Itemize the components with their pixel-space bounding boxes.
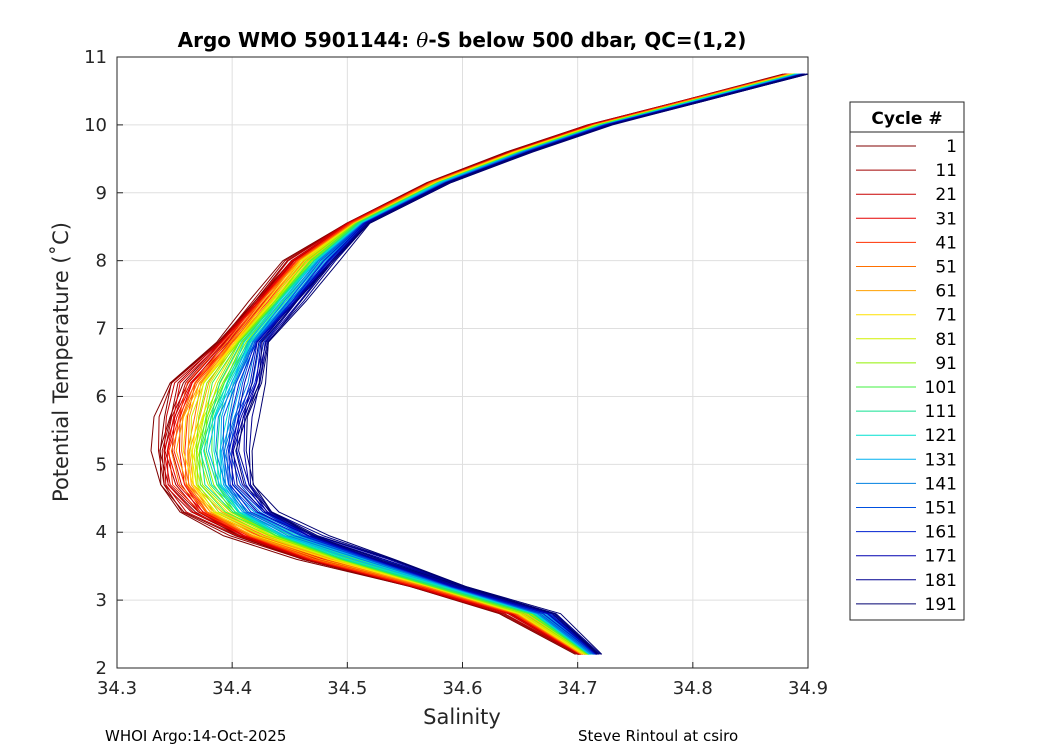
y-tick-labels: 2 3 4 5 6 7 8 9 10 11 (84, 47, 107, 679)
legend-entry-label: 121 (925, 426, 957, 446)
y-tick-label: 4 (96, 522, 107, 543)
series-line-cycle-1 (150, 73, 784, 655)
legend-entry-label: 31 (935, 209, 957, 229)
legend-entry-label: 11 (935, 161, 957, 181)
title-theta: θ (416, 28, 428, 52)
y-tick-label: 3 (96, 590, 107, 611)
series-lines (150, 73, 809, 655)
y-axis-label: Potential Temperature (˚C) (49, 222, 73, 502)
x-tick-label: 34.3 (97, 678, 137, 699)
x-tick-label: 34.6 (442, 678, 482, 699)
x-tick-label: 34.8 (673, 678, 713, 699)
legend-entry-label: 61 (935, 282, 957, 302)
legend-entry-label: 191 (925, 595, 957, 615)
x-tick-label: 34.4 (212, 678, 252, 699)
legend-entry-label: 141 (925, 474, 957, 494)
chart-title: Argo WMO 5901144: θ-S below 500 dbar, QC… (178, 28, 747, 52)
y-tick-label: 10 (84, 115, 107, 136)
legend-entry-label: 101 (925, 378, 957, 398)
x-tick-label: 34.9 (788, 678, 828, 699)
footer-left: WHOI Argo:14-Oct-2025 (105, 727, 286, 745)
legend-entry-label: 91 (935, 354, 957, 374)
legend-entry-label: 41 (935, 233, 957, 253)
series-line-cycle-191 (245, 73, 808, 655)
legend-items: 1112131415161718191101111121131141151161… (856, 137, 957, 615)
legend-entry-label: 81 (935, 330, 957, 350)
legend-entry-label: 71 (935, 306, 957, 326)
y-tick-label: 9 (96, 183, 107, 204)
title-suffix: -S below 500 dbar, QC=(1,2) (428, 28, 746, 52)
x-tick-label: 34.5 (327, 678, 367, 699)
y-tick-label: 8 (96, 251, 107, 272)
x-axis-label: Salinity (423, 705, 501, 729)
series-line-cycle-71 (182, 73, 792, 655)
y-tick-label: 6 (96, 386, 107, 407)
legend-entry-label: 171 (925, 547, 957, 567)
axes-box (116, 56, 809, 669)
series-line-cycle-191 (251, 73, 809, 655)
x-tick-labels: 34.3 34.4 34.5 34.6 34.7 34.8 34.9 (97, 678, 828, 699)
legend-entry-label: 21 (935, 185, 957, 205)
legend-entry-label: 111 (925, 402, 957, 422)
y-tick-label: 2 (96, 658, 107, 679)
legend-entry-label: 151 (925, 499, 957, 519)
legend-box (849, 101, 965, 621)
y-tick-label: 11 (84, 47, 107, 68)
x-tick-label: 34.7 (558, 678, 598, 699)
legend: Cycle # 11121314151617181911011111211311… (849, 101, 965, 621)
legend-entry-label: 181 (925, 571, 957, 591)
footer-right: Steve Rintoul at csiro (578, 727, 738, 745)
legend-entry-label: 1 (946, 137, 957, 157)
legend-title: Cycle # (871, 109, 942, 129)
y-tick-label: 7 (96, 319, 107, 340)
legend-entry-label: 51 (935, 258, 957, 278)
y-tick-label: 5 (96, 454, 107, 475)
series-line-cycle-141 (215, 73, 800, 655)
title-prefix: Argo WMO 5901144: (178, 28, 417, 52)
legend-entry-label: 131 (925, 450, 957, 470)
legend-entry-label: 161 (925, 523, 957, 543)
